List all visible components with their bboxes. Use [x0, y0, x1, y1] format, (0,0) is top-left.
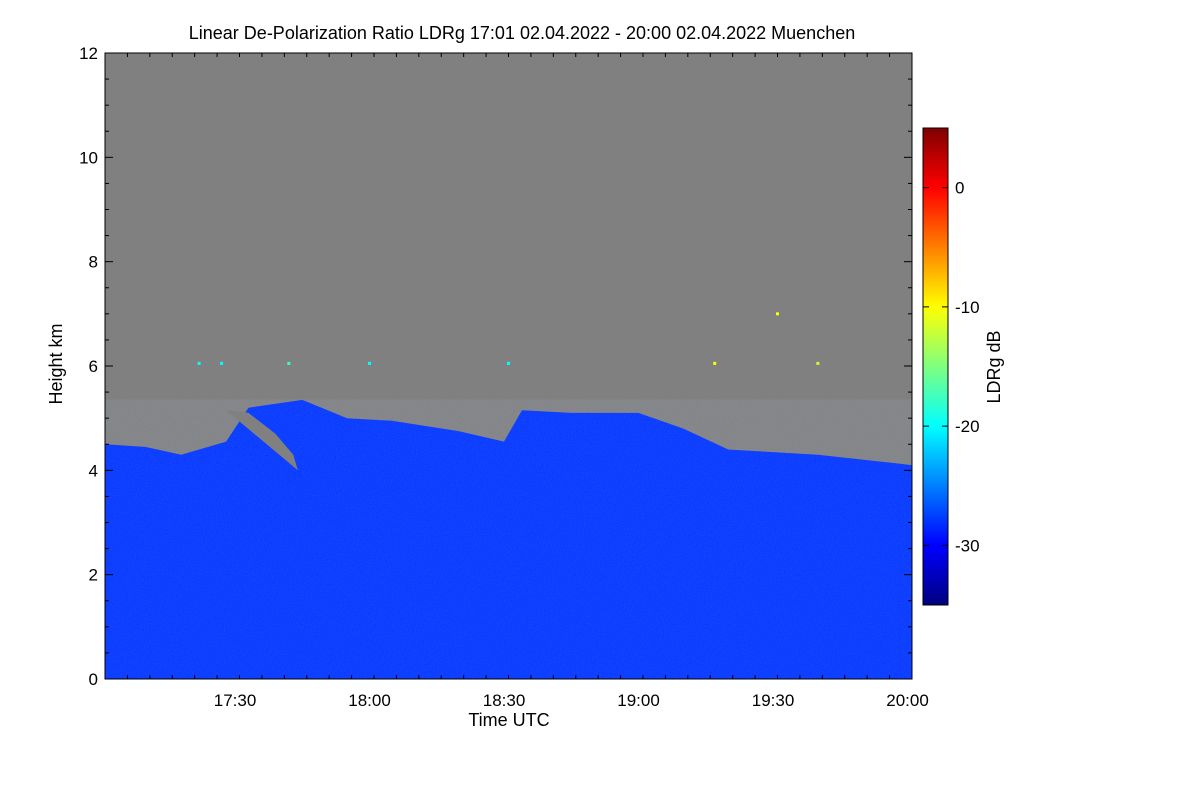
colorbar-tick-label: -20 — [955, 417, 980, 436]
y-tick-label: 4 — [89, 461, 98, 480]
colorbar-tick-label: 0 — [955, 179, 964, 198]
x-tick-label: 19:00 — [617, 691, 660, 710]
sparse-point — [197, 361, 201, 365]
plot-frame — [104, 52, 913, 680]
y-tick-label: 6 — [89, 357, 98, 376]
layer-texture — [105, 399, 912, 679]
sparse-point — [287, 361, 291, 365]
y-tick-label: 8 — [89, 253, 98, 272]
sparse-point — [713, 361, 717, 365]
y-tick-label: 2 — [89, 566, 98, 585]
y-tick-label: 0 — [89, 670, 98, 689]
x-tick-label: 18:30 — [483, 691, 526, 710]
x-axis-label: Time UTC — [468, 710, 549, 730]
colorbar-tick-label: -30 — [955, 536, 980, 555]
y-axis-label: Height km — [46, 323, 66, 404]
x-tick-label: 18:00 — [348, 691, 391, 710]
sparse-point — [368, 361, 372, 365]
sparse-point — [776, 312, 779, 316]
colorbar-gradient — [922, 127, 949, 606]
clear-gap — [226, 410, 298, 471]
x-tick-label: 20:00 — [886, 691, 929, 710]
x-tick-label: 19:30 — [752, 691, 795, 710]
y-tick-label: 10 — [79, 148, 98, 167]
x-axis: 17:30 18:00 18:30 19:00 19:30 20:00 — [104, 53, 929, 710]
colorbar-tick-label: -10 — [955, 298, 980, 317]
y-axis: 0 2 4 6 8 10 12 — [79, 44, 912, 689]
colorbar-label: LDRg dB — [984, 330, 1004, 403]
sparse-point — [507, 361, 510, 365]
sparse-point — [816, 361, 820, 365]
x-tick-label: 17:30 — [214, 691, 257, 710]
colorbar: 0 -10 -20 -30 — [922, 127, 980, 606]
sparse-point — [220, 361, 224, 365]
chart-title: Linear De-Polarization Ratio LDRg 17:01 … — [189, 23, 855, 43]
y-tick-label: 12 — [79, 44, 98, 63]
plot-area — [105, 53, 912, 679]
